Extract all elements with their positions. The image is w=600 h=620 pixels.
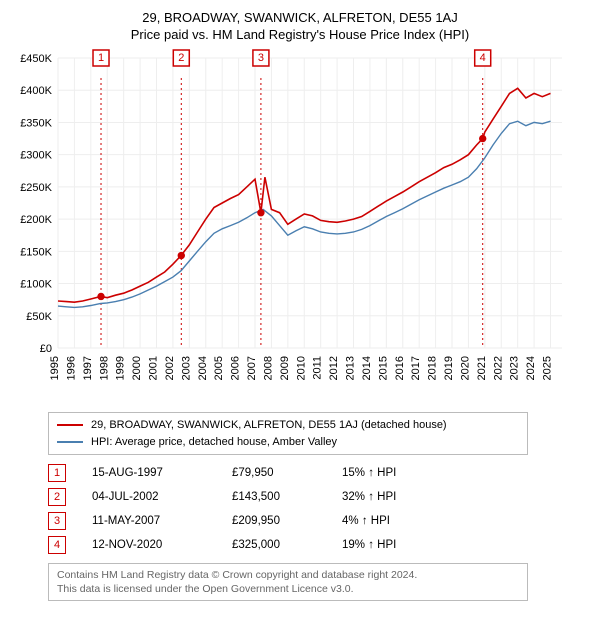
- legend: 29, BROADWAY, SWANWICK, ALFRETON, DE55 1…: [48, 412, 528, 455]
- svg-text:2016: 2016: [394, 356, 406, 380]
- svg-text:2001: 2001: [148, 356, 160, 380]
- svg-text:2021: 2021: [476, 356, 488, 380]
- svg-text:2008: 2008: [262, 356, 274, 380]
- transaction-pct: 15% ↑ HPI: [342, 467, 452, 479]
- attribution-footer: Contains HM Land Registry data © Crown c…: [48, 563, 528, 601]
- chart-svg: £0 £50K £100K £150K £200K £250K £300K £350K £400…: [10, 48, 570, 408]
- transaction-price: £79,950: [232, 467, 342, 479]
- transaction-marker-3: 3: [48, 512, 66, 530]
- transaction-date: 15-AUG-1997: [92, 467, 232, 479]
- svg-text:1997: 1997: [82, 356, 94, 380]
- transaction-marker-1: 1: [48, 464, 66, 482]
- transaction-pct: 4% ↑ HPI: [342, 515, 452, 527]
- svg-text:2025: 2025: [542, 356, 554, 380]
- svg-text:2023: 2023: [509, 356, 521, 380]
- transaction-date: 12-NOV-2020: [92, 539, 232, 551]
- transaction-price: £143,500: [232, 491, 342, 503]
- svg-text:1996: 1996: [65, 356, 77, 380]
- legend-swatch-red: [57, 424, 83, 426]
- svg-text:2009: 2009: [279, 356, 291, 380]
- legend-item-1: 29, BROADWAY, SWANWICK, ALFRETON, DE55 1…: [57, 417, 519, 434]
- footer-line-2: This data is licensed under the Open Gov…: [57, 582, 519, 596]
- chart-title-block: 29, BROADWAY, SWANWICK, ALFRETON, DE55 1…: [10, 10, 590, 42]
- svg-text:£50K: £50K: [26, 311, 52, 323]
- svg-text:2019: 2019: [443, 356, 455, 380]
- transaction-date: 04-JUL-2002: [92, 491, 232, 503]
- transaction-row: 4 12-NOV-2020 £325,000 19% ↑ HPI: [48, 533, 528, 557]
- transaction-marker-2: 2: [48, 488, 66, 506]
- transaction-table: 1 15-AUG-1997 £79,950 15% ↑ HPI 2 04-JUL…: [48, 461, 528, 557]
- transaction-row: 1 15-AUG-1997 £79,950 15% ↑ HPI: [48, 461, 528, 485]
- legend-item-2: HPI: Average price, detached house, Ambe…: [57, 434, 519, 451]
- svg-text:£100K: £100K: [20, 279, 52, 291]
- svg-text:1995: 1995: [49, 356, 61, 380]
- legend-swatch-blue: [57, 441, 83, 443]
- svg-text:£300K: £300K: [20, 150, 52, 162]
- svg-text:2000: 2000: [131, 356, 143, 380]
- svg-text:£200K: £200K: [20, 214, 52, 226]
- svg-text:2005: 2005: [213, 356, 225, 380]
- transaction-pct: 19% ↑ HPI: [342, 539, 452, 551]
- title-line-2: Price paid vs. HM Land Registry's House …: [10, 27, 590, 42]
- svg-text:1998: 1998: [98, 356, 110, 380]
- svg-text:2010: 2010: [295, 356, 307, 380]
- transaction-pct: 32% ↑ HPI: [342, 491, 452, 503]
- svg-text:2018: 2018: [427, 356, 439, 380]
- svg-text:2006: 2006: [230, 356, 242, 380]
- svg-text:2022: 2022: [492, 356, 504, 380]
- transaction-date: 11-MAY-2007: [92, 515, 232, 527]
- svg-text:2011: 2011: [312, 356, 324, 380]
- svg-text:2007: 2007: [246, 356, 258, 380]
- svg-text:2012: 2012: [328, 356, 340, 380]
- svg-text:2013: 2013: [345, 356, 357, 380]
- svg-text:£0: £0: [40, 343, 52, 355]
- transaction-marker-4: 4: [48, 536, 66, 554]
- svg-text:4: 4: [480, 52, 486, 64]
- transaction-row: 3 11-MAY-2007 £209,950 4% ↑ HPI: [48, 509, 528, 533]
- svg-text:2024: 2024: [525, 356, 537, 380]
- svg-text:2004: 2004: [197, 356, 209, 380]
- svg-text:£350K: £350K: [20, 117, 52, 129]
- legend-label-2: HPI: Average price, detached house, Ambe…: [91, 434, 337, 451]
- title-line-1: 29, BROADWAY, SWANWICK, ALFRETON, DE55 1…: [10, 10, 590, 25]
- transaction-row: 2 04-JUL-2002 £143,500 32% ↑ HPI: [48, 485, 528, 509]
- transaction-price: £325,000: [232, 539, 342, 551]
- svg-text:£250K: £250K: [20, 182, 52, 194]
- svg-text:2020: 2020: [459, 356, 471, 380]
- svg-text:2017: 2017: [410, 356, 422, 380]
- svg-text:2015: 2015: [377, 356, 389, 380]
- price-chart: £0 £50K £100K £150K £200K £250K £300K £350K £400…: [10, 48, 590, 408]
- transaction-price: £209,950: [232, 515, 342, 527]
- svg-text:2: 2: [178, 52, 184, 64]
- svg-text:£400K: £400K: [20, 85, 52, 97]
- legend-label-1: 29, BROADWAY, SWANWICK, ALFRETON, DE55 1…: [91, 417, 447, 434]
- svg-text:£150K: £150K: [20, 246, 52, 258]
- svg-text:3: 3: [258, 52, 264, 64]
- svg-text:2014: 2014: [361, 356, 373, 380]
- svg-text:£450K: £450K: [20, 53, 52, 65]
- svg-text:2002: 2002: [164, 356, 176, 380]
- svg-text:1999: 1999: [115, 356, 127, 380]
- svg-text:2003: 2003: [180, 356, 192, 380]
- svg-text:1: 1: [98, 52, 104, 64]
- footer-line-1: Contains HM Land Registry data © Crown c…: [57, 568, 519, 582]
